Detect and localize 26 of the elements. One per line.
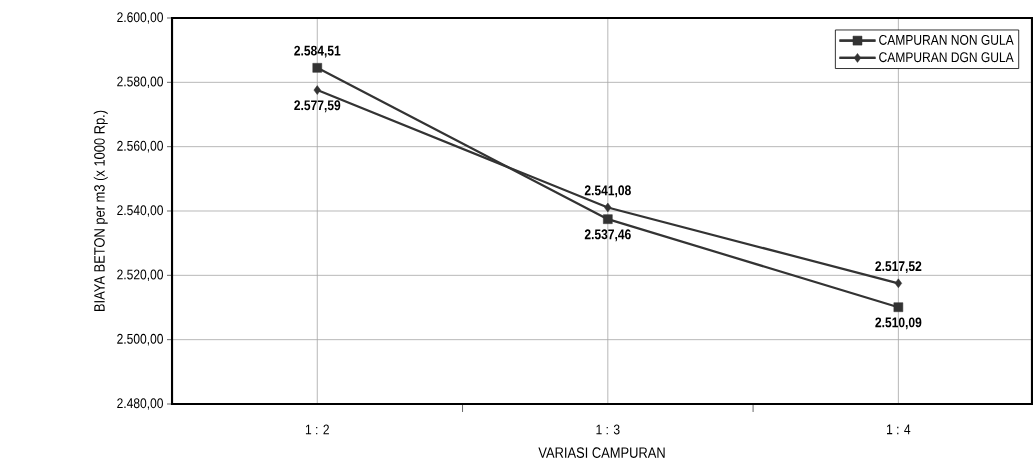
point (312, 63, 323, 73)
y-tick-label: 2.480,00 (117, 398, 163, 410)
point (894, 278, 902, 289)
y-tick-label: 2.600,00 (117, 12, 163, 24)
y-tick-label: 2.540,00 (117, 205, 163, 217)
data-label: 2.584,51 (294, 45, 341, 58)
x-tick-label: 1 : 3 (596, 424, 620, 435)
y-tick-label: 2.580,00 (117, 76, 163, 89)
x-tick-label: 1 : 2 (305, 424, 329, 435)
point (893, 302, 904, 312)
y-tick-label: 2.560,00 (117, 140, 163, 153)
y-tick-label: 2.520,00 (117, 269, 163, 282)
y-tick-label: 2.500,00 (117, 333, 163, 346)
legend-label: CAMPURAN NON GULA (879, 34, 1014, 45)
data-label: 2.517,52 (875, 261, 922, 274)
data-label: 2.577,59 (294, 100, 341, 113)
legend-label: CAMPURAN DGN GULA (879, 52, 1014, 63)
x-tick-label: 1 : 4 (887, 424, 911, 435)
y-axis-title: BIAYA BETON per m3 (x 1000 Rp.) (93, 110, 108, 312)
x-axis-title: VARIASI CAMPURAN (538, 447, 665, 458)
point (604, 202, 612, 213)
point (603, 214, 613, 224)
data-label: 2.541,08 (584, 185, 631, 198)
point (313, 85, 321, 95)
data-label: 2.510,09 (875, 317, 922, 330)
data-label: 2.537,46 (584, 229, 631, 242)
